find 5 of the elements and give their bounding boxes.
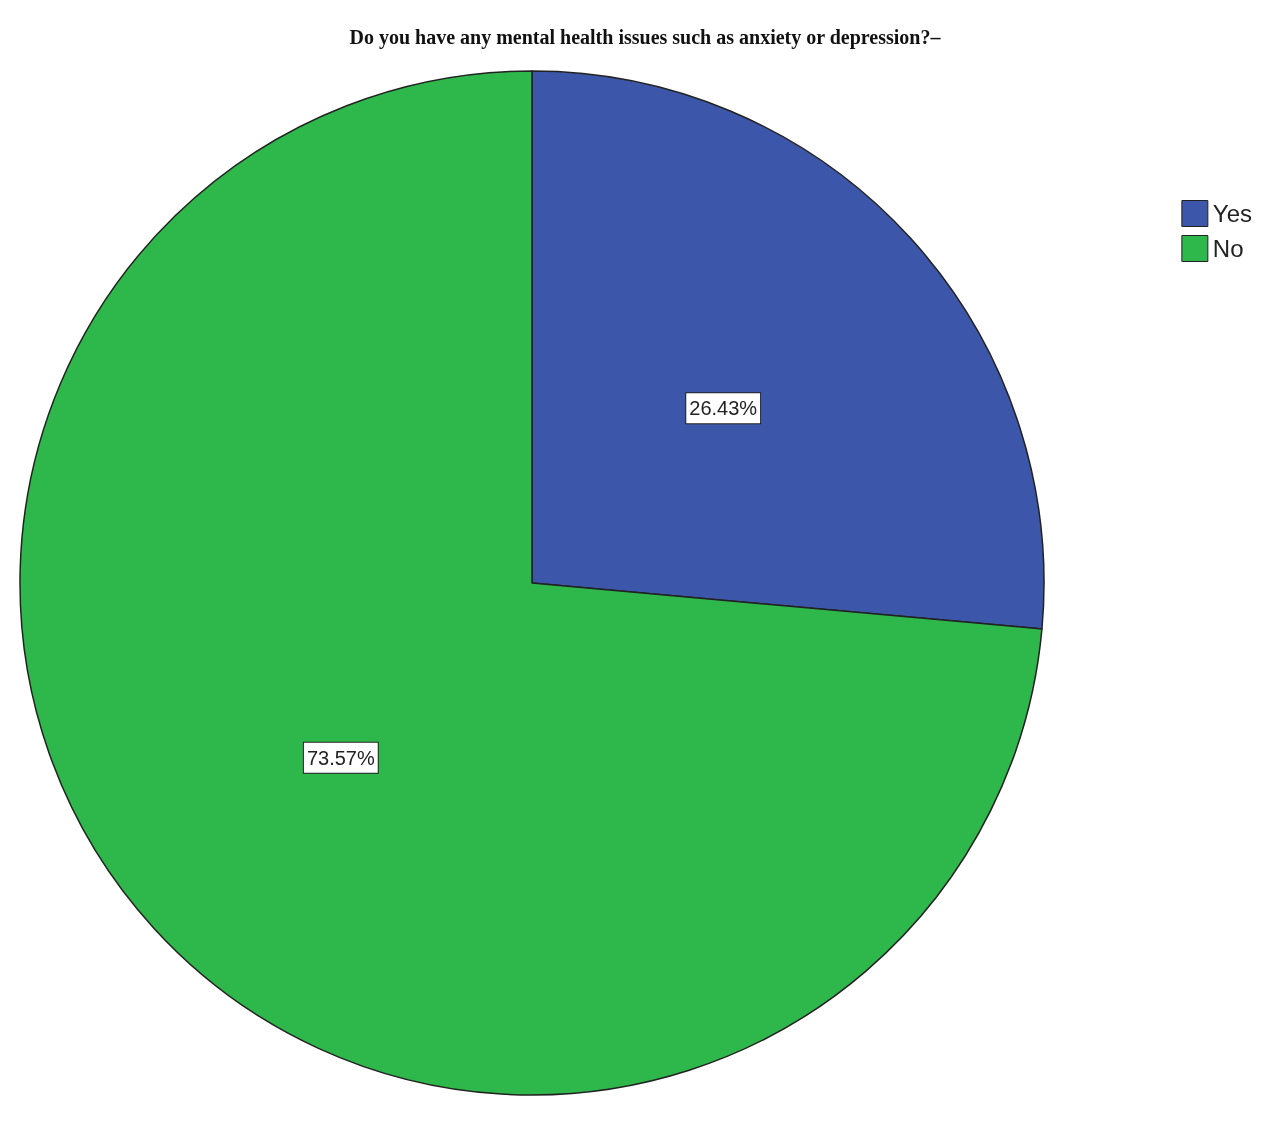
chart-title: Do you have any mental health issues such as anxiety or depression?– <box>349 26 942 49</box>
legend-label: No <box>1212 235 1244 262</box>
data-label: 26.43% <box>689 397 758 420</box>
legend-label: Yes <box>1212 200 1252 227</box>
data-label: 73.57% <box>306 746 375 769</box>
